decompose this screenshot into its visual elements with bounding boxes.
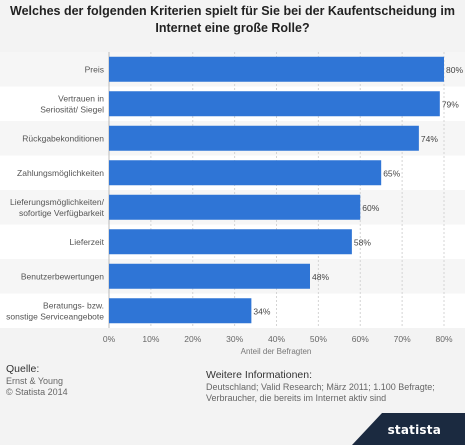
chart-title: Welches der folgenden Kriterien spielt f… xyxy=(0,3,465,37)
info-label: Weitere Informationen: xyxy=(206,369,313,381)
x-axis-label: Anteil der Befragten xyxy=(241,347,312,356)
category-label: Benutzerbewertungen xyxy=(21,271,104,281)
value-label: 80% xyxy=(446,65,463,75)
x-tick-label: 50% xyxy=(310,334,327,344)
x-tick-label: 20% xyxy=(184,334,201,344)
info-line: Deutschland; Valid Research; März 2011; … xyxy=(206,382,435,392)
chart-bars xyxy=(109,56,444,324)
bar xyxy=(109,56,444,82)
category-label: Lieferungsmöglichkeiten/sofortige Verfüg… xyxy=(10,197,105,218)
x-tick-label: 80% xyxy=(435,334,452,344)
info-text: Deutschland; Valid Research; März 2011; … xyxy=(206,382,435,404)
brand-bar xyxy=(352,413,465,445)
brand-bar-shape xyxy=(352,413,465,445)
value-label: 60% xyxy=(362,203,379,213)
value-label: 74% xyxy=(421,134,438,144)
category-label: Vertrauen in Seriosität/ Siegel xyxy=(40,93,104,114)
value-label: 58% xyxy=(354,237,371,247)
x-tick-label: 10% xyxy=(142,334,159,344)
bar-chart: Preis Vertrauen in Seriosität/ Siegel Rückg… xyxy=(0,52,465,356)
category-label: Preis xyxy=(85,64,104,74)
source-label: Quelle: xyxy=(6,363,40,375)
source-line: Ernst & Young xyxy=(6,376,64,386)
source-text: Ernst & Young © Statista 2014 xyxy=(6,376,68,398)
value-label: 34% xyxy=(253,306,270,316)
category-label: Beratungs- bzw. sonstige Serviceangebote xyxy=(6,300,104,321)
value-label: 65% xyxy=(383,168,400,178)
chart-title-line-2: Internet eine große Rolle? xyxy=(155,21,310,35)
category-label: Lieferzeit xyxy=(70,237,105,247)
info-line: Verbraucher, die bereits im Internet akt… xyxy=(206,393,387,403)
bar xyxy=(109,91,440,117)
statista-logo: statista xyxy=(387,423,441,437)
bar xyxy=(109,125,419,151)
bar xyxy=(109,229,352,255)
value-label: 79% xyxy=(442,99,459,109)
x-tick-label: 30% xyxy=(226,334,243,344)
category-labels: Preis Vertrauen in Seriosität/ Siegel Rückg… xyxy=(6,64,104,321)
bar xyxy=(109,194,361,220)
value-labels: 80% 79% 74% 65% 60% 58% 48% 34% xyxy=(253,65,463,317)
value-label: 48% xyxy=(312,272,329,282)
chart-title-line-1: Welches der folgenden Kriterien spielt f… xyxy=(10,4,455,18)
x-tick-label: 70% xyxy=(394,334,411,344)
x-axis-ticks: 0% 10% 20% 30% 40% 50% 60% 70% 80% xyxy=(103,334,453,344)
x-tick-label: 0% xyxy=(103,334,116,344)
category-label: Rückgabekonditionen xyxy=(22,133,104,143)
x-tick-label: 40% xyxy=(268,334,285,344)
bar xyxy=(109,160,382,186)
category-label: Zahlungsmöglichkeiten xyxy=(17,168,104,178)
source-line: © Statista 2014 xyxy=(6,387,68,397)
x-tick-label: 60% xyxy=(352,334,369,344)
bar xyxy=(109,298,252,324)
bar xyxy=(109,263,310,289)
